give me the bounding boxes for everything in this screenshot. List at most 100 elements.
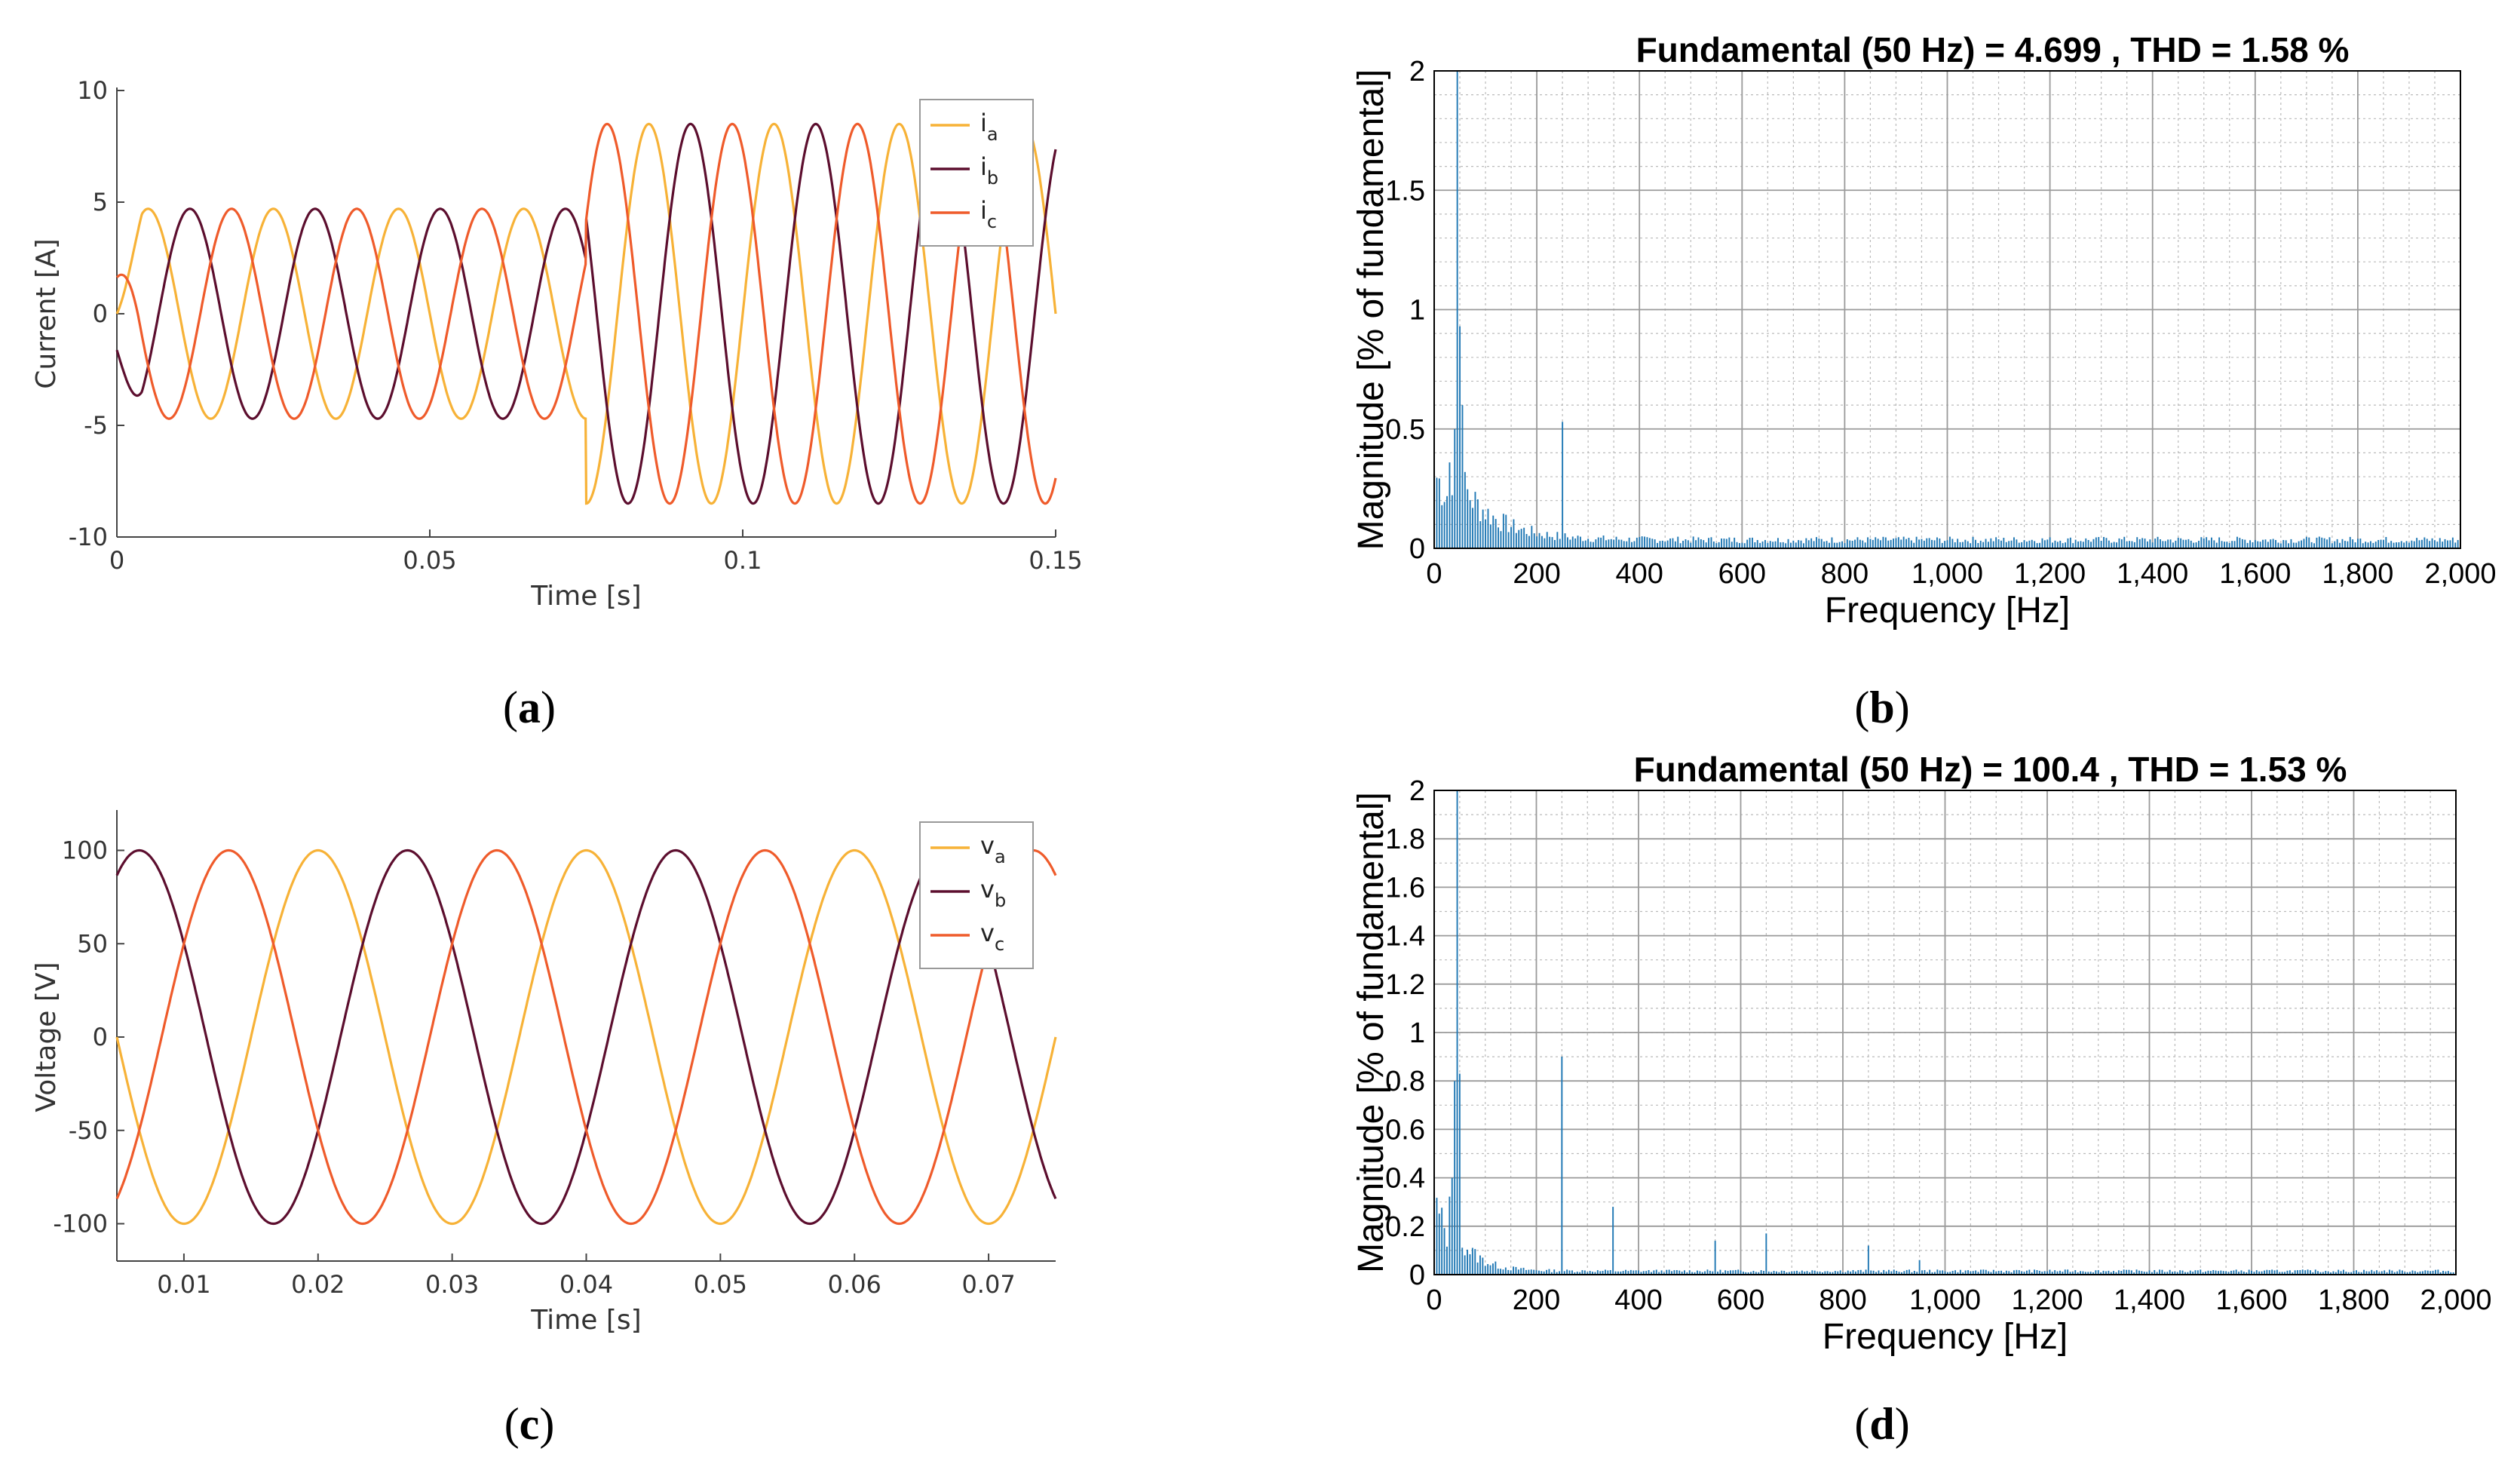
spectrum-bar	[1936, 537, 1938, 548]
spectrum-bar	[1658, 1272, 1660, 1275]
spectrum-bar	[1734, 537, 1736, 548]
y-tick-label: 1	[1409, 295, 1425, 327]
spectrum-bar	[1724, 1270, 1727, 1275]
x-tick-label: 1,600	[2215, 1284, 2287, 1316]
spectrum-bar	[2252, 542, 2254, 548]
spectrum-bar	[1774, 541, 1777, 548]
spectrum-bar	[2450, 1272, 2452, 1275]
y-tick-label: 1.8	[1385, 824, 1425, 855]
spectrum-bar	[1609, 1270, 1611, 1275]
spectrum-bar	[2404, 1272, 2406, 1275]
spectrum-bar	[2162, 541, 2164, 548]
spectrum-bar	[1686, 1272, 1688, 1275]
spectrum-bar	[2172, 1272, 2173, 1275]
spectrum-bar	[1798, 540, 1800, 548]
spectrum-bar	[1867, 1245, 1869, 1275]
spectrum-bar	[2227, 1272, 2230, 1275]
spectrum-bar	[2021, 542, 2023, 548]
y-tick-label: 0.5	[1385, 414, 1425, 446]
spectrum-bar	[1482, 509, 1484, 548]
spectrum-bar	[2339, 542, 2341, 548]
spectrum-bar	[2184, 1272, 2186, 1275]
x-tick-label: 800	[1821, 558, 1869, 590]
spectrum-bar	[1627, 1271, 1629, 1275]
legend-subscript: a	[987, 124, 998, 145]
spectrum-bar	[2215, 542, 2218, 548]
spectrum-bar	[2378, 1272, 2381, 1275]
spectrum-bar	[2279, 1272, 2281, 1275]
spectrum-bar	[1737, 1269, 1740, 1275]
spectrum-bar	[1893, 539, 1894, 548]
spectrum-bar	[1862, 540, 1864, 548]
spectrum-bar	[1612, 1207, 1614, 1275]
spectrum-bar	[1582, 541, 1584, 548]
spectrum-bar	[2240, 1270, 2243, 1275]
spectrum-bar	[2457, 540, 2459, 548]
spectrum-bar	[1597, 537, 1599, 548]
spectrum-bar	[2000, 540, 2002, 548]
spectrum-bar	[2092, 1272, 2094, 1275]
spectrum-bar	[1479, 521, 1482, 548]
spectrum-bar	[2089, 1272, 2092, 1275]
spectrum-bar	[1602, 535, 1605, 548]
spectrum-bar	[2454, 542, 2457, 548]
spectrum-bar	[2154, 539, 2157, 548]
spectrum-bar	[2008, 541, 2010, 548]
spectrum-bar	[1841, 541, 1843, 548]
spectrum-bar	[1741, 542, 1743, 548]
spectrum-bar	[2399, 1269, 2401, 1275]
spectrum-bar	[2123, 1269, 2125, 1275]
spectrum-bar	[1837, 1271, 1839, 1275]
spectrum-bar	[2082, 542, 2084, 548]
spectrum-bar	[1705, 542, 1707, 548]
spectrum-bar	[2133, 1272, 2135, 1275]
spectrum-bar	[2292, 542, 2295, 548]
spectrum-bar	[2166, 1272, 2169, 1275]
spectrum-bar	[2144, 539, 2146, 548]
y-tick-label: 1.5	[1385, 175, 1425, 207]
spectrum-bar	[1962, 1272, 1964, 1275]
spectrum-bar	[2010, 540, 2013, 548]
spectrum-bar	[1908, 1269, 1910, 1275]
spectrum-bar	[1859, 539, 1861, 548]
spectrum-bar	[1510, 526, 1512, 548]
spectrum-bar	[1467, 1249, 1468, 1275]
spectrum-bar	[2288, 543, 2289, 548]
spectrum-bar	[2345, 1272, 2347, 1275]
spectrum-bar	[1923, 540, 1925, 548]
legend-subscript: b	[987, 167, 998, 189]
spectrum-bar	[2080, 1271, 2081, 1275]
spectrum-bar	[2211, 537, 2212, 548]
spectrum-bar	[2095, 537, 2097, 548]
spectrum-bar	[2264, 1270, 2265, 1275]
spectrum-bar	[1602, 1271, 1604, 1275]
spectrum-bar	[1949, 1272, 1951, 1275]
spectrum-bar	[1777, 538, 1779, 548]
panel-c: 100 50 0 -50 -100 0.01 0.02 0.03 0.04 0.05 0.06 0.0…	[31, 810, 1057, 1336]
y-tick-label: 2	[1409, 56, 1425, 87]
spectrum-bar	[1441, 505, 1443, 548]
spectrum-bar	[1865, 1269, 1867, 1275]
spectrum-bar	[2236, 536, 2238, 548]
spectrum-bar	[1568, 1270, 1571, 1275]
spectrum-bar	[2371, 1269, 2373, 1275]
legend-box	[919, 821, 1034, 969]
spectrum-bar	[1645, 1271, 1648, 1275]
spectrum-bar	[2222, 1271, 2224, 1275]
spectrum-bar	[1982, 542, 1985, 548]
spectrum-bar	[2357, 539, 2359, 548]
spectrum-bar	[1793, 1271, 1795, 1275]
spectrum-bar	[2347, 541, 2349, 548]
spectrum-bar	[2230, 1270, 2232, 1275]
spectrum-bar	[1441, 1207, 1443, 1275]
spectrum-bar	[2313, 543, 2315, 548]
spectrum-bar	[2003, 1272, 2005, 1275]
spectrum-bar	[2023, 540, 2025, 548]
spectrum-bar	[2225, 1271, 2227, 1275]
spectrum-bar	[2008, 1271, 2010, 1275]
spectrum-bar	[2072, 543, 2074, 548]
spectrum-bar	[2244, 539, 2246, 548]
spectrum-bar	[2067, 538, 2069, 548]
spectrum-bar	[1678, 1270, 1681, 1275]
y-tick-label: 0	[93, 299, 108, 328]
